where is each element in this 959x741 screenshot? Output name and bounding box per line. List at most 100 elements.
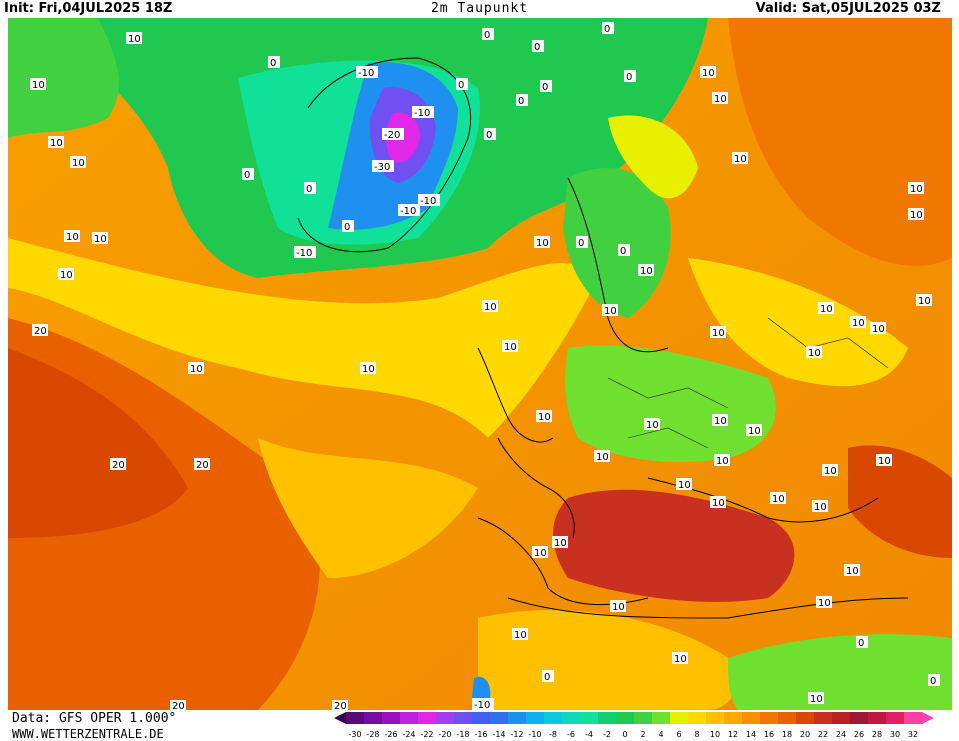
svg-text:10: 10 — [640, 266, 653, 277]
svg-text:10: 10 — [810, 694, 823, 705]
svg-text:10: 10 — [734, 154, 747, 165]
colorbar-swatch — [706, 712, 724, 724]
svg-text:10: 10 — [128, 34, 141, 45]
colorbar-tick-label: -26 — [384, 730, 397, 739]
country-borders — [607, 317, 889, 449]
svg-text:10: 10 — [910, 184, 923, 195]
greenland-labels: -10 -10 -20 -30 -10 -10 -10 0 0 0 0 0 — [242, 66, 496, 259]
svg-text:0: 0 — [544, 672, 550, 683]
africa-labels: 10 10 0 0 0 10 -10 20 20 — [170, 600, 940, 710]
colorbar-swatch — [544, 712, 562, 724]
svg-text:10: 10 — [748, 426, 761, 437]
svg-text:10: 10 — [604, 306, 617, 317]
colorbar-left-arrow — [334, 712, 346, 724]
svg-text:0: 0 — [486, 130, 492, 141]
colorbar-tick-label: -4 — [585, 730, 593, 739]
eastern-europe-orange — [728, 18, 952, 266]
svg-text:0: 0 — [620, 246, 626, 257]
central-europe-green — [565, 345, 776, 462]
svg-text:10: 10 — [678, 480, 691, 491]
svg-text:10: 10 — [646, 420, 659, 431]
colorbar-swatch — [598, 712, 616, 724]
colorbar-tick-label: -28 — [366, 730, 379, 739]
svg-text:0: 0 — [270, 58, 276, 69]
contour-labels: 10 10 10 10 10 10 10 10 10 10 20 20 20 1… — [30, 22, 940, 710]
mid-atlantic-yellow — [258, 438, 478, 578]
colorbar-tick-label: 28 — [872, 730, 882, 739]
colorbar-swatch — [346, 712, 364, 724]
colorbar-tick-label: 22 — [818, 730, 828, 739]
colorbar-tick-label: -16 — [474, 730, 487, 739]
svg-text:0: 0 — [306, 184, 312, 195]
colorbar-tick-label: 2 — [640, 730, 645, 739]
svg-text:-10: -10 — [400, 206, 416, 217]
svg-text:0: 0 — [858, 638, 864, 649]
svg-text:10: 10 — [504, 342, 517, 353]
colorbar-tick-label: 20 — [800, 730, 810, 739]
colorbar-tick-label: -14 — [492, 730, 505, 739]
colorbar-tick-label: -6 — [567, 730, 575, 739]
svg-text:0: 0 — [344, 222, 350, 233]
colorbar-right-arrow — [922, 712, 934, 724]
colorbar-swatch — [436, 712, 454, 724]
svg-text:20: 20 — [112, 460, 125, 471]
colorbar-swatch — [562, 712, 580, 724]
colorbar-swatch — [832, 712, 850, 724]
colorbar-swatch — [454, 712, 472, 724]
data-source-label: Data: GFS OPER 1.000° — [12, 711, 177, 726]
svg-text:0: 0 — [578, 238, 584, 249]
colorbar-swatch — [580, 712, 598, 724]
colorbar-swatch — [382, 712, 400, 724]
colorbar-swatch — [850, 712, 868, 724]
svg-text:10: 10 — [536, 238, 549, 249]
colorbar-tick-label: 32 — [908, 730, 918, 739]
svg-text:20: 20 — [172, 701, 185, 710]
svg-text:-10: -10 — [414, 108, 430, 119]
colorbar-tick-label: -12 — [510, 730, 523, 739]
labrador-green-zone — [8, 18, 119, 138]
north-africa-yellow — [478, 610, 737, 710]
svg-text:10: 10 — [538, 412, 551, 423]
svg-text:10: 10 — [554, 538, 567, 549]
svg-text:20: 20 — [334, 701, 347, 710]
svg-text:20: 20 — [34, 326, 47, 337]
colorbar-tick-label: 12 — [728, 730, 738, 739]
svg-text:10: 10 — [674, 654, 687, 665]
svg-text:10: 10 — [596, 452, 609, 463]
svg-text:10: 10 — [772, 494, 785, 505]
colorbar-swatch — [634, 712, 652, 724]
svg-text:10: 10 — [514, 630, 527, 641]
svg-text:10: 10 — [714, 416, 727, 427]
init-time-label: Init: Fri,04JUL2025 18Z — [4, 1, 173, 16]
colorbar-tick-label: 24 — [836, 730, 846, 739]
svg-text:10: 10 — [32, 80, 45, 91]
colorbar-swatch — [814, 712, 832, 724]
colorbar-swatch — [904, 712, 922, 724]
iceland-arctic-labels: 0 0 0 0 0 0 0 — [268, 22, 636, 107]
svg-text:20: 20 — [196, 460, 209, 471]
svg-text:10: 10 — [918, 296, 931, 307]
colorbar-tick-label: -2 — [603, 730, 611, 739]
svg-text:10: 10 — [872, 324, 885, 335]
colorbar-swatch — [526, 712, 544, 724]
svg-text:10: 10 — [814, 502, 827, 513]
colorbar-swatch — [742, 712, 760, 724]
svg-text:0: 0 — [484, 30, 490, 41]
svg-text:10: 10 — [824, 466, 837, 477]
colorbar-swatch — [688, 712, 706, 724]
svg-text:10: 10 — [534, 548, 547, 559]
sahara-green — [728, 634, 952, 710]
valid-time-label: Valid: Sat,05JUL2025 03Z — [755, 1, 941, 16]
colorbar-tick-label: 8 — [694, 730, 699, 739]
colorbar-tick-label: -22 — [420, 730, 433, 739]
footer-bar: Data: GFS OPER 1.000° WWW.WETTERZENTRALE… — [0, 710, 959, 741]
colorbar-tick-label: 30 — [890, 730, 900, 739]
svg-text:10: 10 — [852, 318, 865, 329]
cool-atlantic-band — [8, 238, 598, 438]
svg-text:-10: -10 — [296, 248, 312, 259]
header-bar: Init: Fri,04JUL2025 18Z 2m Taupunkt Vali… — [0, 0, 959, 18]
svg-text:10: 10 — [60, 270, 73, 281]
warmer-atlantic-core — [8, 348, 188, 538]
svg-text:-20: -20 — [384, 130, 400, 141]
svg-text:10: 10 — [702, 68, 715, 79]
